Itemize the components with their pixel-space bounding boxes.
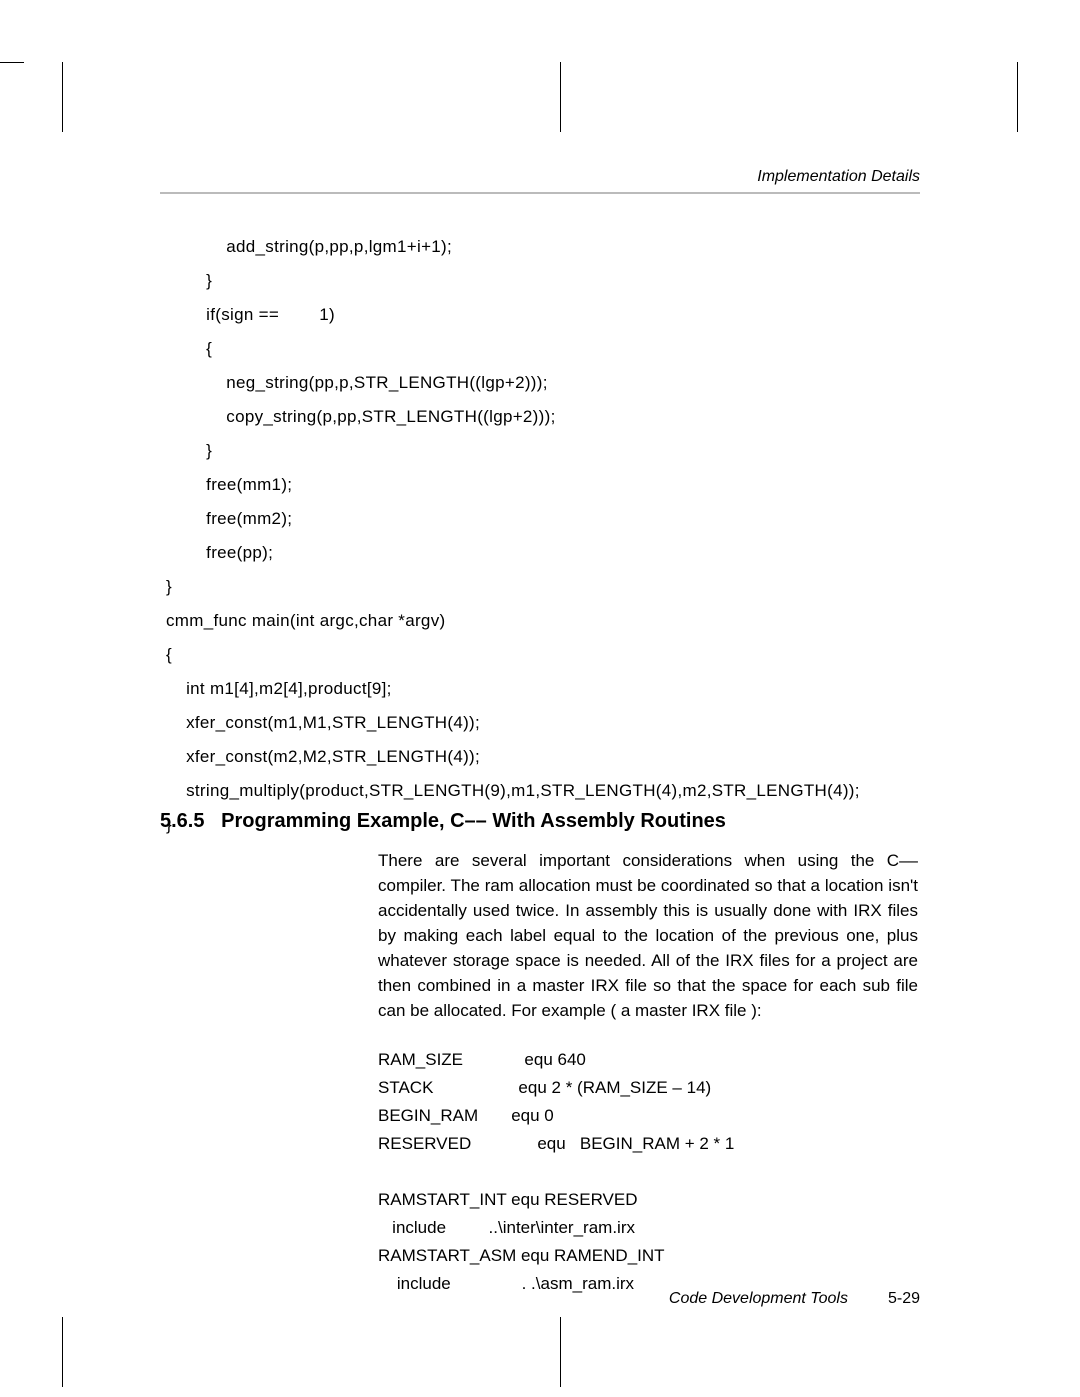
body-paragraph: There are several important consideratio…: [378, 848, 918, 1023]
footer-page-number: 5-29: [888, 1290, 920, 1307]
section-heading: 5.6.5 Programming Example, C–– With Asse…: [160, 810, 726, 833]
footer-title: Code Development Tools: [669, 1290, 848, 1307]
crop-mark-bottom-left: [62, 1317, 63, 1387]
header-rule: [160, 192, 920, 194]
crop-mark-top-horizontal: [0, 62, 24, 63]
running-header: Implementation Details: [757, 168, 920, 186]
page-footer: Code Development Tools 5-29: [669, 1290, 920, 1308]
crop-mark-top-left: [62, 62, 63, 132]
crop-mark-top-center: [560, 62, 561, 132]
section-title: Programming Example, C–– With Assembly R…: [221, 810, 726, 832]
page: Implementation Details add_string(p,pp,p…: [0, 0, 1080, 1397]
asm-listing: RAM_SIZE equ 640 STACK equ 2 * (RAM_SIZE…: [378, 1046, 734, 1298]
section-number: 5.6.5: [160, 810, 204, 832]
code-listing: add_string(p,pp,p,lgm1+i+1); } if(sign =…: [166, 230, 860, 842]
crop-mark-bottom-center: [560, 1317, 561, 1387]
crop-mark-top-right: [1017, 62, 1018, 132]
